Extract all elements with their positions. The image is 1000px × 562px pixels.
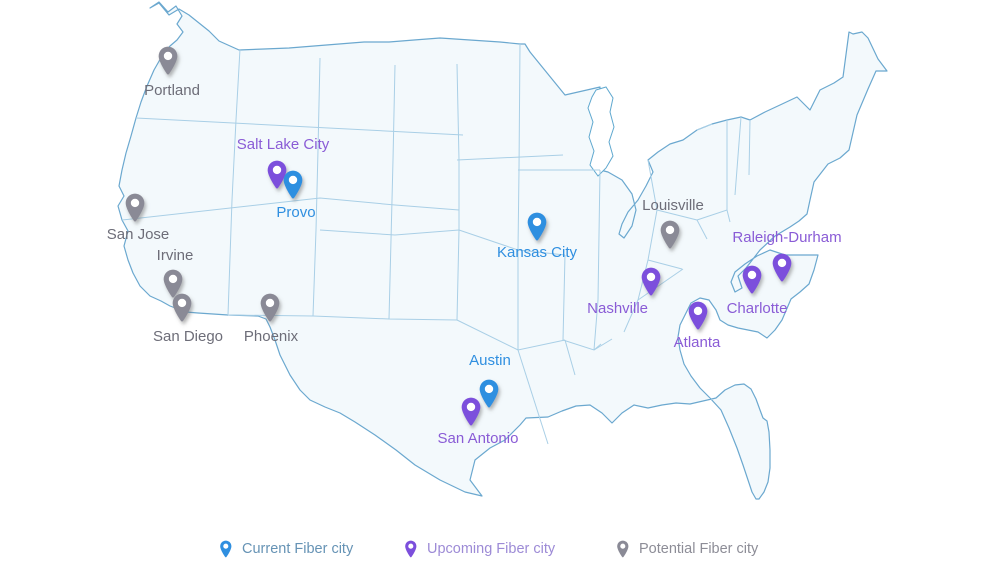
svg-text:Salt Lake City: Salt Lake City — [237, 136, 330, 153]
svg-text:Potential Fiber city: Potential Fiber city — [639, 541, 759, 557]
svg-text:Phoenix: Phoenix — [244, 328, 299, 345]
svg-text:Nashville: Nashville — [587, 300, 648, 317]
svg-text:Current Fiber city: Current Fiber city — [242, 541, 354, 557]
svg-text:Louisville: Louisville — [642, 197, 704, 214]
svg-text:Charlotte: Charlotte — [727, 300, 788, 317]
svg-text:Irvine: Irvine — [157, 247, 194, 264]
svg-text:Kansas City: Kansas City — [497, 244, 578, 261]
svg-text:Provo: Provo — [276, 204, 315, 221]
svg-text:Raleigh-Durham: Raleigh-Durham — [732, 229, 841, 246]
svg-text:Upcoming Fiber city: Upcoming Fiber city — [427, 541, 556, 557]
svg-text:Austin: Austin — [469, 352, 511, 369]
svg-text:Portland: Portland — [144, 82, 200, 99]
svg-text:San Antonio: San Antonio — [438, 430, 519, 447]
svg-text:Atlanta: Atlanta — [674, 334, 721, 351]
svg-text:San Jose: San Jose — [107, 226, 170, 243]
svg-text:San Diego: San Diego — [153, 328, 223, 345]
